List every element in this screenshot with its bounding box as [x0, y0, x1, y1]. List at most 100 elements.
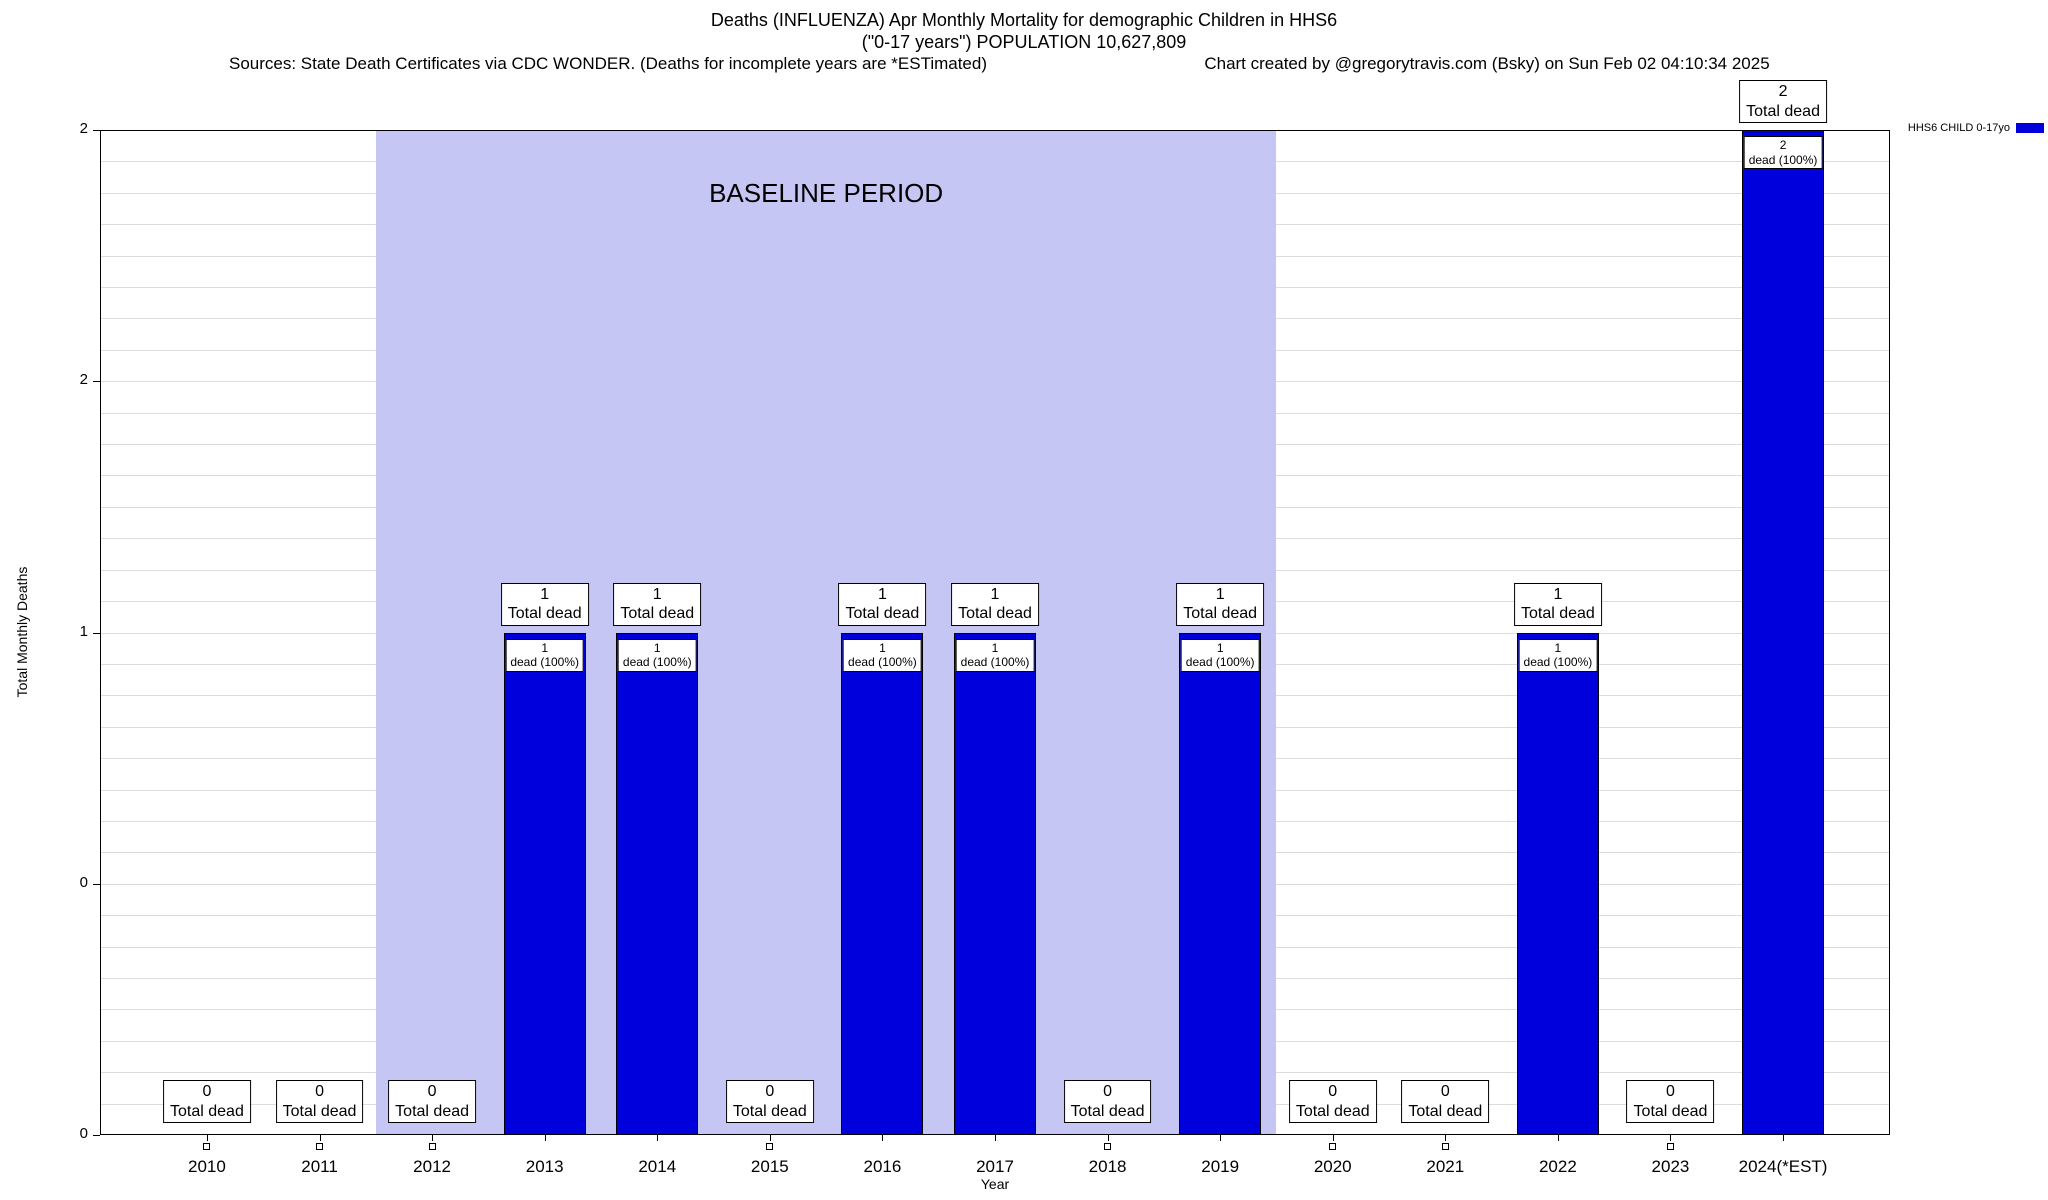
total-dead-label-2013-value: 1 — [540, 585, 550, 603]
x-axis-label: Year — [980, 1176, 1010, 1192]
pct-dead-label-2017-value: 1 — [991, 640, 999, 655]
y-tick-label: 0 — [79, 1125, 88, 1142]
total-dead-label-2019-value: 1 — [1215, 585, 1225, 603]
total-dead-label-2014-value: 1 — [652, 585, 662, 603]
total-dead-label-2022-value: 1 — [1553, 585, 1563, 603]
x-tick — [995, 1135, 996, 1141]
zero-marker-2020 — [1329, 1143, 1337, 1150]
x-tick-label-2010: 2010 — [188, 1157, 226, 1176]
zero-marker-2021 — [1441, 1143, 1449, 1150]
total-dead-label-2016: 1 Total dead — [838, 582, 927, 626]
total-dead-label-2014-text: Total dead — [620, 605, 695, 623]
x-tick — [1107, 1135, 1109, 1141]
pct-dead-label-2022-text: dead (100%) — [1523, 655, 1593, 670]
total-dead-label-2024(*EST): 2 Total dead — [1739, 80, 1827, 124]
total-dead-label-2017-value: 1 — [990, 585, 1000, 603]
total-dead-label-2011-value: 0 — [315, 1083, 324, 1100]
total-dead-label-2020-text: Total dead — [1295, 1102, 1370, 1120]
total-dead-label-2011: 0 Total dead — [275, 1080, 364, 1124]
total-dead-label-2016-value: 1 — [877, 585, 887, 603]
y-tick — [93, 1135, 100, 1136]
pct-dead-label-2017: 1 dead (100%) — [955, 638, 1035, 672]
x-tick — [1557, 1135, 1559, 1141]
x-tick-label-2018: 2018 — [1088, 1157, 1127, 1176]
x-tick-label-2016: 2016 — [863, 1157, 902, 1176]
total-dead-label-2020-value: 0 — [1328, 1083, 1338, 1100]
y-tick — [93, 381, 100, 383]
x-tick-label-2011: 2011 — [301, 1157, 338, 1176]
bar-2013 — [503, 632, 586, 1135]
total-dead-label-2010-value: 0 — [202, 1083, 212, 1100]
zero-marker-2010 — [203, 1143, 211, 1150]
pct-dead-label-2013-value: 1 — [541, 640, 549, 655]
total-dead-label-2016-text: Total dead — [845, 605, 920, 623]
bar-2017 — [954, 632, 1036, 1135]
baseline-label: BASELINE PERIOD — [709, 178, 944, 208]
x-tick — [432, 1135, 434, 1141]
total-dead-label-2018-text: Total dead — [1070, 1102, 1145, 1120]
y-tick-label: 0 — [79, 873, 88, 891]
x-tick-label-2013: 2013 — [525, 1157, 564, 1176]
pct-dead-label-2013: 1 dead (100%) — [505, 638, 585, 672]
total-dead-label-2017: 1 Total dead — [951, 582, 1039, 626]
total-dead-label-2021-value: 0 — [1440, 1083, 1450, 1100]
total-dead-label-2021: 0 Total dead — [1401, 1080, 1490, 1124]
total-dead-label-2010: 0 Total dead — [163, 1080, 251, 1124]
pct-dead-label-2024(*EST)-text: dead (100%) — [1748, 152, 1818, 167]
x-tick-label-2024(*EST): 2024(*EST) — [1738, 1157, 1828, 1176]
bar-2014 — [616, 632, 699, 1135]
x-tick — [657, 1135, 659, 1141]
x-tick — [544, 1135, 546, 1141]
x-tick — [1445, 1135, 1447, 1141]
bar-2016 — [841, 632, 924, 1135]
x-tick — [769, 1135, 771, 1141]
pct-dead-label-2014-value: 1 — [653, 640, 661, 655]
y-tick — [93, 632, 100, 634]
total-dead-label-2022: 1 Total dead — [1513, 582, 1602, 626]
zero-marker-2018 — [1104, 1143, 1112, 1150]
total-dead-label-2022-text: Total dead — [1520, 605, 1595, 623]
total-dead-label-2013-text: Total dead — [507, 605, 582, 623]
total-dead-label-2019: 1 Total dead — [1176, 582, 1265, 626]
bar-2022 — [1516, 632, 1599, 1135]
pct-dead-label-2017-text: dead (100%) — [960, 655, 1030, 670]
total-dead-label-2018: 0 Total dead — [1063, 1080, 1152, 1124]
pct-dead-label-2019-text: dead (100%) — [1185, 655, 1255, 670]
pct-dead-label-2016-value: 1 — [879, 640, 886, 655]
total-dead-label-2012-value: 0 — [427, 1083, 437, 1100]
total-dead-label-2023-text: Total dead — [1633, 1102, 1708, 1120]
x-tick — [1670, 1135, 1672, 1141]
bar-2019 — [1179, 632, 1262, 1135]
pct-dead-label-2022-value: 1 — [1554, 640, 1562, 655]
pct-dead-label-2024(*EST): 2 dead (100%) — [1743, 136, 1823, 170]
x-tick-label-2022: 2022 — [1538, 1157, 1577, 1176]
x-tick — [1332, 1135, 1334, 1141]
x-tick-label-2023: 2023 — [1651, 1157, 1690, 1176]
y-tick — [93, 130, 100, 131]
x-tick-label-2019: 2019 — [1201, 1157, 1240, 1176]
pct-dead-label-2014: 1 dead (100%) — [617, 638, 697, 672]
zero-marker-2011 — [316, 1143, 324, 1150]
legend-label: HHS6 CHILD 0-17yo — [1907, 122, 2010, 134]
chart-credit: Chart created by @gregorytravis.com (Bsk… — [1204, 54, 1770, 73]
zero-marker-2023 — [1666, 1143, 1674, 1150]
total-dead-label-2018-value: 0 — [1103, 1083, 1113, 1100]
total-dead-label-2012: 0 Total dead — [388, 1080, 477, 1124]
x-tick — [1783, 1135, 1785, 1141]
chart-title: Deaths (INFLUENZA) Apr Monthly Mortality… — [710, 10, 1338, 30]
pct-dead-label-2016: 1 dead (100%) — [843, 638, 922, 672]
y-tick — [93, 883, 100, 885]
total-dead-label-2012-text: Total dead — [395, 1102, 470, 1120]
total-dead-label-2015-text: Total dead — [732, 1102, 807, 1120]
total-dead-label-2021-text: Total dead — [1408, 1102, 1483, 1120]
pct-dead-label-2016-text: dead (100%) — [848, 655, 917, 670]
total-dead-label-2015: 0 Total dead — [725, 1080, 814, 1124]
total-dead-label-2019-text: Total dead — [1183, 605, 1258, 623]
pct-dead-label-2013-text: dead (100%) — [510, 655, 580, 670]
total-dead-label-2024(*EST)-value: 2 — [1778, 83, 1788, 100]
total-dead-label-2023: 0 Total dead — [1626, 1080, 1715, 1124]
bar-2024(*EST) — [1742, 130, 1825, 1135]
zero-marker-2012 — [428, 1143, 436, 1150]
total-dead-label-2017-text: Total dead — [958, 605, 1032, 623]
total-dead-label-2015-value: 0 — [765, 1083, 775, 1100]
